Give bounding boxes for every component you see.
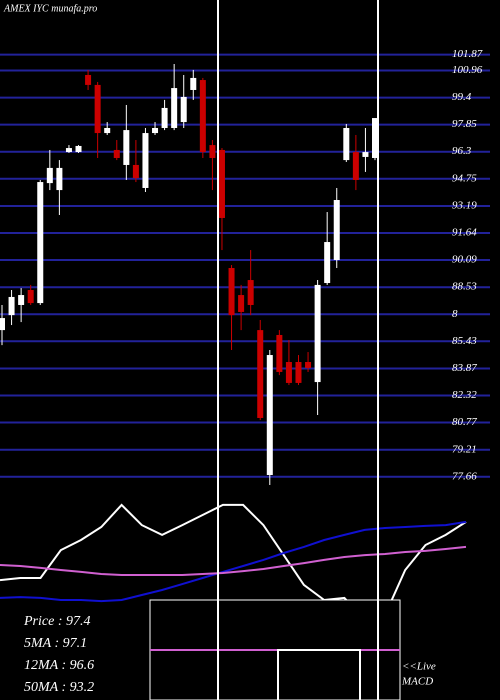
- macd-label: MACD: [401, 676, 433, 688]
- candle-body: [266, 355, 273, 476]
- y-tick-label: 93.19: [452, 199, 477, 211]
- candle-body: [85, 74, 92, 85]
- candle-body: [305, 362, 312, 368]
- candle-body: [152, 127, 159, 134]
- y-tick-label: 77.66: [452, 470, 477, 482]
- candle-body: [209, 145, 216, 158]
- candle-body: [352, 152, 359, 180]
- y-tick-label: 83.87: [452, 362, 477, 374]
- indicator-line: [0, 520, 467, 603]
- y-tick-label: 97.85: [452, 118, 477, 130]
- legend-text: 5MA : 97.1: [24, 636, 87, 651]
- candle-body: [94, 84, 101, 134]
- candle-body: [247, 280, 254, 305]
- macd-label: <<Live: [402, 661, 436, 673]
- y-tick-label: 88.53: [452, 281, 477, 293]
- indicator-line: [0, 545, 467, 576]
- macd-line: [277, 649, 361, 700]
- candle-body: [362, 152, 369, 157]
- candle-body: [56, 167, 63, 191]
- candle-body: [372, 118, 378, 158]
- candle-body: [37, 182, 44, 304]
- legend-text: 12MA : 96.6: [24, 658, 94, 673]
- candle-body: [75, 145, 82, 153]
- legend-text: Price : 97.4: [23, 614, 90, 629]
- candle-body: [228, 268, 235, 316]
- candle-body: [46, 167, 53, 184]
- candle-body: [132, 164, 139, 179]
- candle-body: [8, 296, 15, 316]
- candle-body: [295, 362, 302, 383]
- y-tick-label: 100.96: [452, 64, 483, 76]
- y-tick-label: 101.87: [452, 48, 483, 60]
- y-tick-label: 99.4: [452, 91, 472, 103]
- candle-body: [161, 107, 168, 128]
- y-tick-label: 80.77: [452, 416, 477, 428]
- candle-body: [285, 362, 292, 383]
- candle-body: [276, 334, 283, 372]
- candle-body: [123, 130, 130, 165]
- candle-body: [27, 289, 34, 304]
- candle-body: [113, 149, 120, 158]
- candle-body: [199, 80, 206, 153]
- candle-body: [0, 318, 5, 331]
- candle-body: [238, 295, 245, 312]
- y-tick-label: 8: [452, 308, 458, 320]
- y-tick-label: 85.43: [452, 335, 477, 347]
- candle-body: [218, 149, 225, 218]
- candle-body: [142, 133, 149, 188]
- legend-text: 50MA : 93.2: [24, 680, 94, 695]
- candle-body: [314, 284, 321, 383]
- candle-body: [190, 77, 197, 90]
- candle-body: [333, 200, 340, 260]
- candle-body: [65, 148, 72, 153]
- y-tick-label: 94.75: [452, 172, 477, 184]
- candle-body: [18, 295, 25, 305]
- y-tick-label: 82.32: [452, 389, 477, 401]
- y-tick-label: 96.3: [452, 145, 472, 157]
- y-tick-label: 91.64: [452, 226, 477, 238]
- candle-body: [180, 96, 187, 123]
- y-tick-label: 79.21: [452, 443, 477, 455]
- candle-body: [171, 88, 178, 128]
- chart-title: AMEX IYC munafa.pro: [3, 3, 97, 14]
- candle-body: [104, 127, 111, 134]
- candle-body: [324, 242, 331, 284]
- y-tick-label: 90.09: [452, 254, 477, 266]
- candle-body: [257, 330, 264, 418]
- candle-body: [343, 127, 350, 161]
